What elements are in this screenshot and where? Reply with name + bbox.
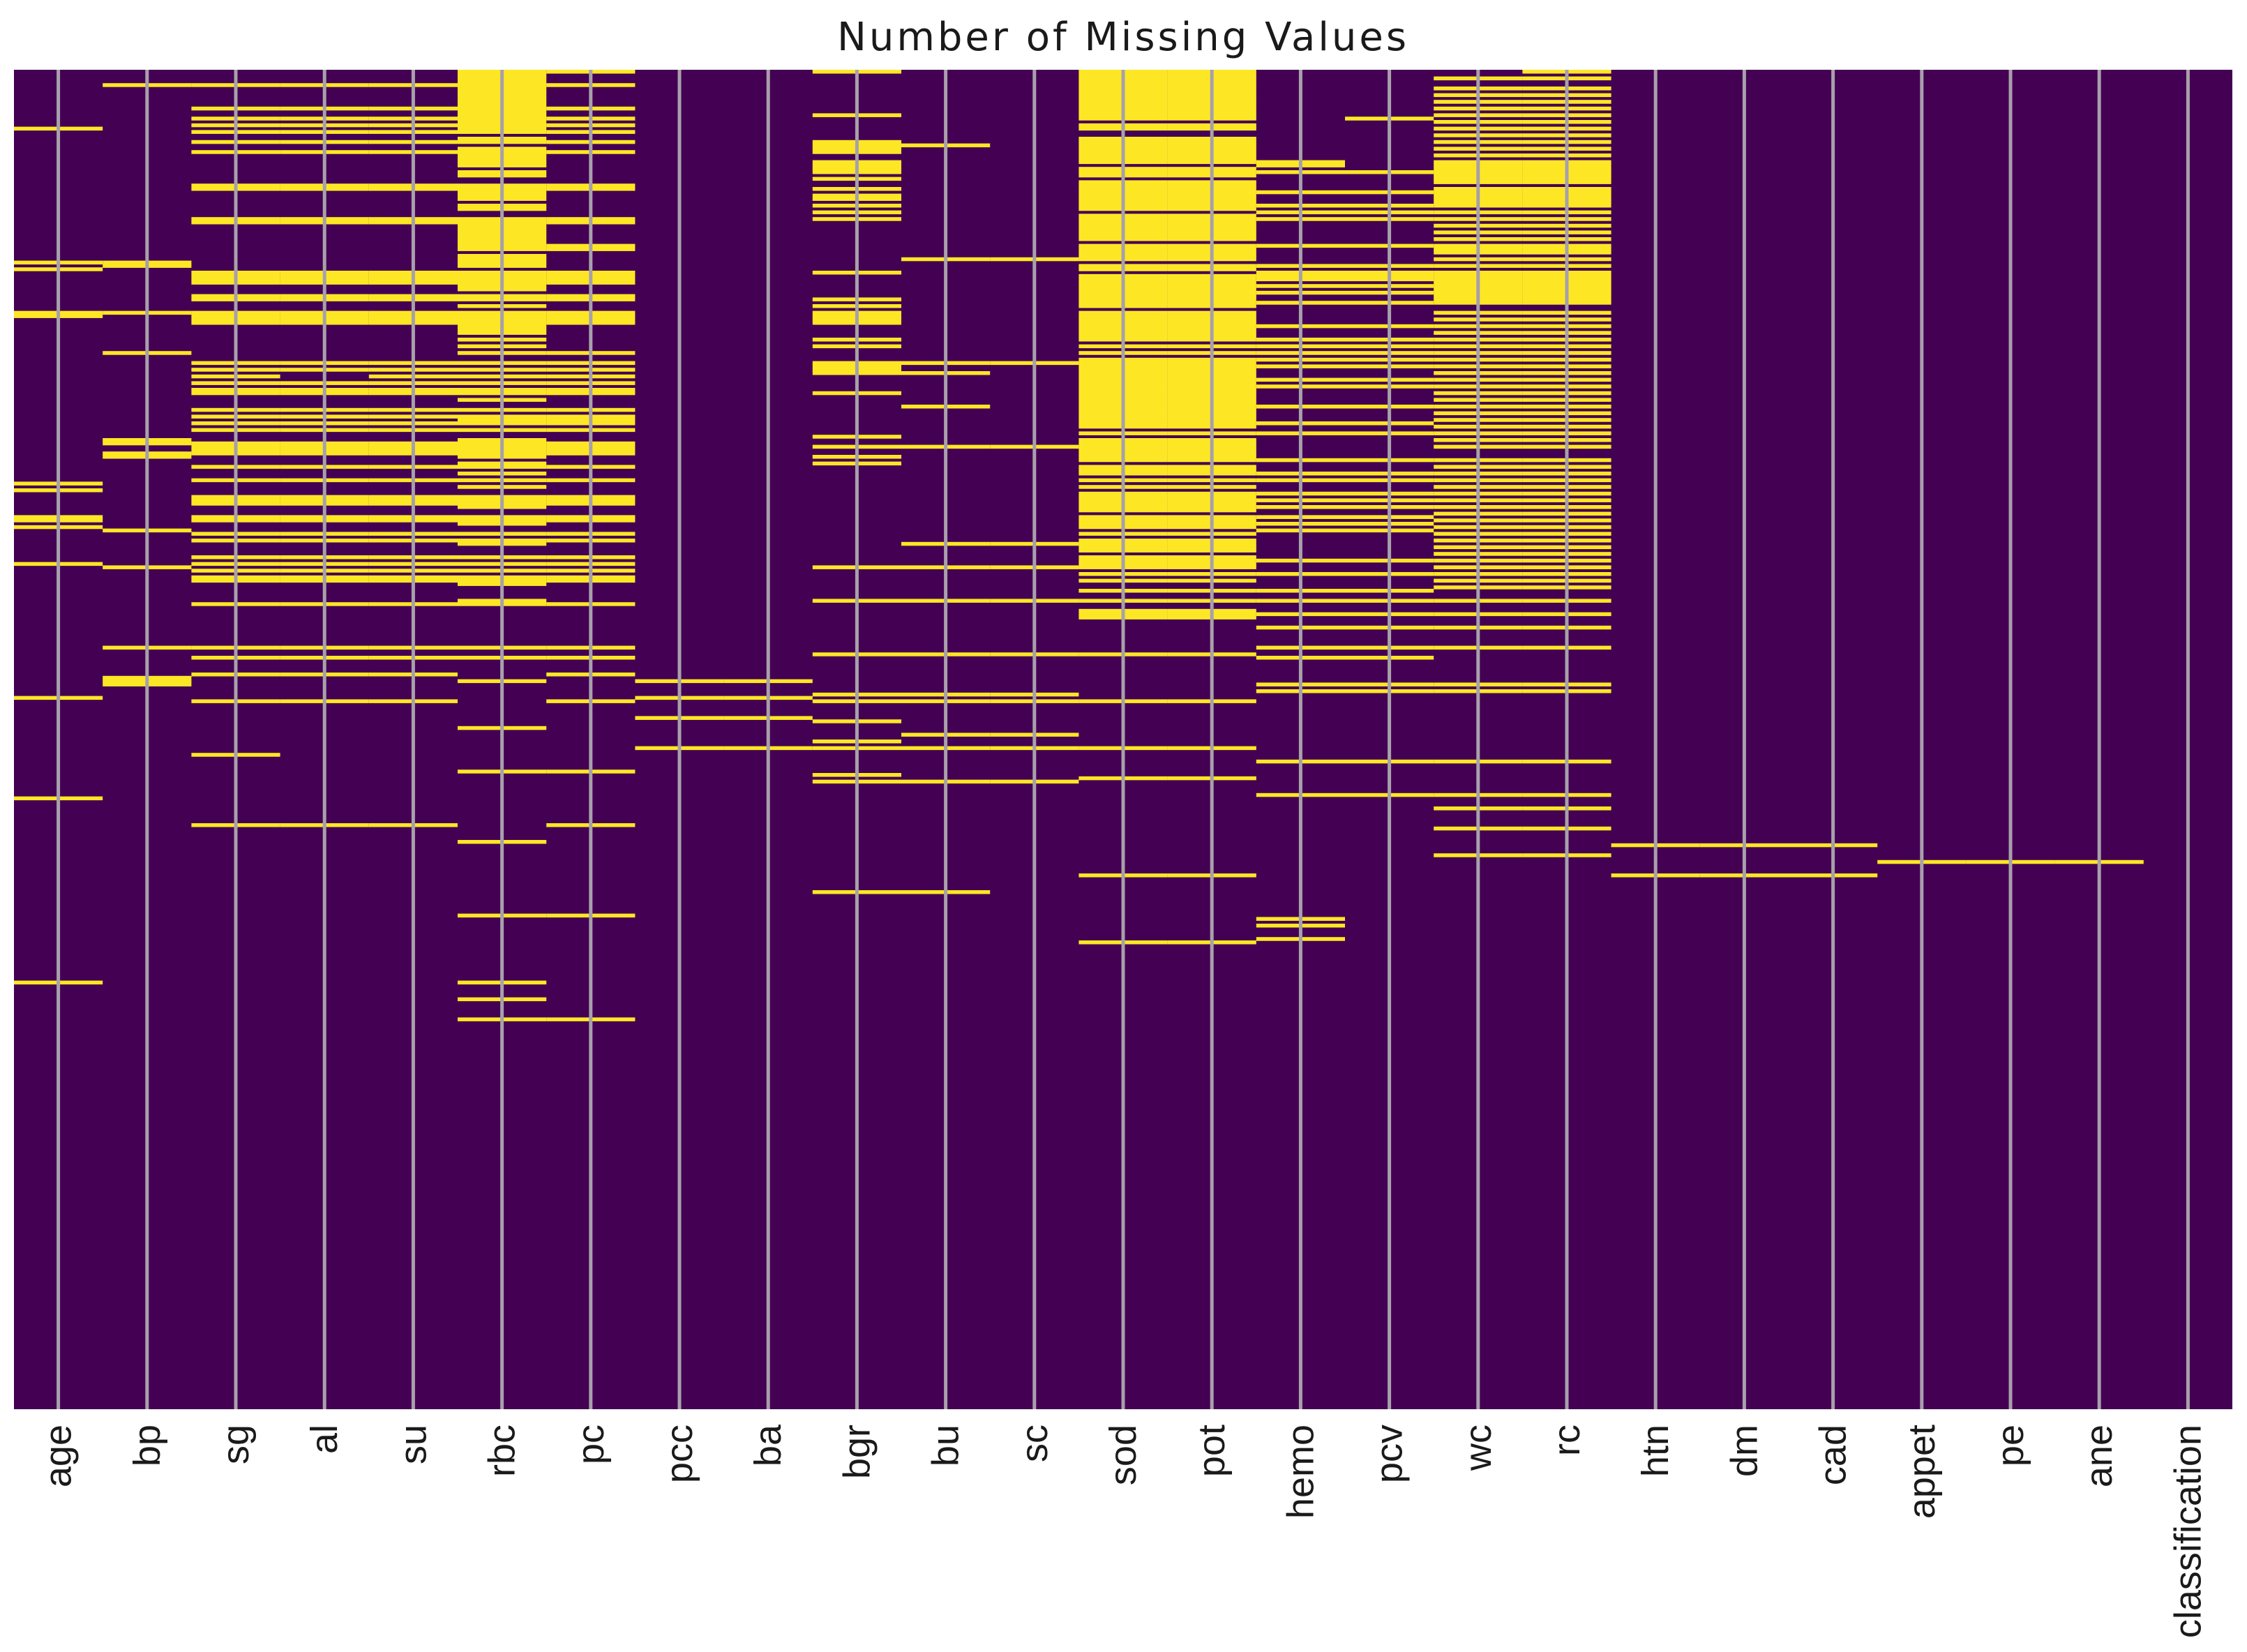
x-tick-label-pcv: pcv (1369, 1425, 1411, 1483)
x-tick-label-appet: appet (1901, 1425, 1943, 1519)
x-tick-label-dm: dm (1723, 1425, 1765, 1477)
x-tick-label-classification: classification (2167, 1425, 2209, 1638)
x-tick-labels: age bp sg al su rbc pc pcc ba bgr bu sc sod pot hemo pc… (38, 1424, 2209, 1638)
x-tick-label-cad: cad (1812, 1425, 1854, 1485)
x-tick-label-bu: bu (925, 1425, 967, 1466)
x-tick-label-pc: pc (570, 1425, 612, 1464)
x-tick-label-su: su (392, 1425, 434, 1464)
x-tick-label-pcc: pcc (659, 1425, 700, 1483)
x-tick-label-pe: pe (1990, 1425, 2031, 1466)
chart-title: Number of Missing Values (837, 15, 1409, 60)
x-tick-label-sod: sod (1102, 1425, 1144, 1485)
x-tick-label-rbc: rbc (481, 1425, 523, 1477)
x-tick-label-age: age (38, 1425, 80, 1487)
x-tick-label-ba: ba (747, 1424, 789, 1466)
x-tick-label-ane: ane (2078, 1425, 2120, 1487)
x-tick-label-wc: wc (1457, 1425, 1499, 1471)
x-tick-label-al: al (303, 1425, 345, 1454)
x-tick-label-bp: bp (126, 1425, 168, 1466)
x-tick-label-hemo: hemo (1279, 1425, 1321, 1519)
plot-area (14, 70, 2232, 1409)
x-tick-label-sc: sc (1014, 1425, 1055, 1462)
x-tick-label-bgr: bgr (836, 1425, 878, 1479)
x-tick-label-sg: sg (215, 1425, 257, 1464)
x-tick-label-rc: rc (1546, 1425, 1588, 1456)
x-tick-label-htn: htn (1634, 1425, 1676, 1477)
x-tick-label-pot: pot (1191, 1425, 1233, 1477)
